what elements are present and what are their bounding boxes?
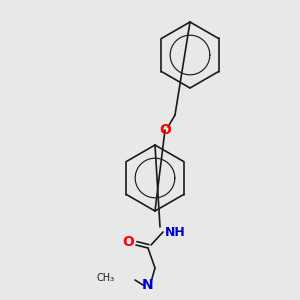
Text: CH₃: CH₃: [97, 273, 115, 283]
Text: O: O: [122, 235, 134, 249]
Text: NH: NH: [165, 226, 186, 238]
Text: O: O: [159, 123, 171, 137]
Text: N: N: [142, 278, 154, 292]
